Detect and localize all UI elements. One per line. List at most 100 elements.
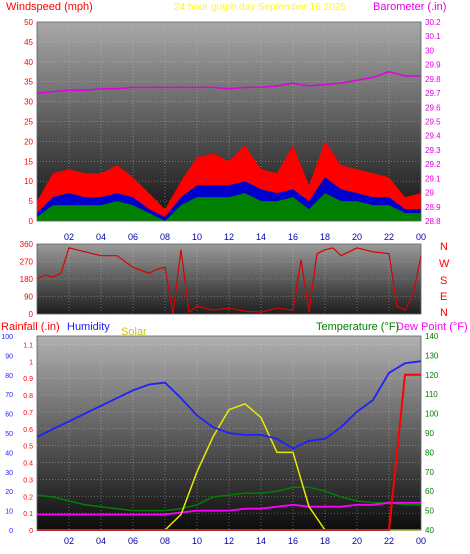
compass-label-west: W xyxy=(439,258,450,270)
barometer-y-tick-label: 29.3 xyxy=(425,146,441,155)
humidity-y-tick-label: 40 xyxy=(5,450,13,457)
dewpoint-axis-title: Dew Point (°F) xyxy=(396,321,468,333)
humidity-y-tick-label: 90 xyxy=(5,353,13,360)
wind-panel-border xyxy=(36,21,422,222)
barometer-line xyxy=(36,70,421,94)
rainfall-y-tick-label: 0 xyxy=(29,528,33,535)
wind-green-band-area xyxy=(37,193,421,221)
wind-y-tick-label: 0 xyxy=(29,217,34,226)
compass-label-north-bottom: N xyxy=(440,307,448,319)
wind-y-tick-label: 5 xyxy=(29,197,34,206)
wind-x-tick-label: 08 xyxy=(160,232,170,242)
barometer-y-tick-label: 29.8 xyxy=(425,75,441,84)
direction-y-tick-label: 360 xyxy=(20,240,34,249)
climate-x-tick-label: 18 xyxy=(320,536,330,546)
wind-y-tick-label: 10 xyxy=(24,177,33,186)
wind-x-tick-label: 10 xyxy=(192,232,202,242)
climate-x-tick-label: 10 xyxy=(192,536,202,546)
wind-x-tick-label: 18 xyxy=(320,232,330,242)
humidity-y-tick-label: 60 xyxy=(5,412,13,419)
wind-y-tick-label: 30 xyxy=(24,98,33,107)
temperature-axis-title: Temperature (°F) xyxy=(316,321,399,333)
wind-y-tick-label: 45 xyxy=(24,38,33,47)
barometer-y-tick-label: 30.2 xyxy=(425,18,441,27)
temperature-y-tick-label: 40 xyxy=(425,526,434,535)
rainfall-y-tick-label: 0.7 xyxy=(23,410,33,417)
climate-x-tick-label: 04 xyxy=(96,536,106,546)
climate-x-tick-label: 00 xyxy=(416,536,426,546)
barometer-y-tick-label: 29.6 xyxy=(425,103,441,112)
wind-x-tick-label: 22 xyxy=(384,232,394,242)
solar-legend: Solar xyxy=(121,326,147,338)
barometer-y-tick-label: 28.8 xyxy=(425,217,441,226)
barometer-y-tick-label: 29.5 xyxy=(425,118,441,127)
axes-layer: 0510152025303540455028.828.92929.129.229… xyxy=(1,18,441,546)
temperature-y-tick-label: 100 xyxy=(425,410,439,419)
barometer-y-tick-label: 29.4 xyxy=(425,132,441,141)
climate-x-tick-label: 12 xyxy=(224,536,234,546)
wind-y-tick-label: 15 xyxy=(24,157,33,166)
wind-y-tick-label: 25 xyxy=(24,118,33,127)
dewpoint-line xyxy=(37,501,421,516)
rainfall-y-tick-label: 0.6 xyxy=(23,427,33,434)
wind-y-tick-label: 50 xyxy=(24,18,33,27)
humidity-y-tick-label: 10 xyxy=(5,509,13,516)
wind-direction-line xyxy=(36,247,422,315)
compass-label-south: S xyxy=(440,275,447,287)
barometer-y-tick-label: 29.1 xyxy=(425,174,441,183)
dir-panel-border xyxy=(36,243,422,315)
rainfall-axis-title: Rainfall (.in) xyxy=(1,321,60,333)
clim-panel-border xyxy=(36,335,422,531)
wind-y-tick-label: 40 xyxy=(24,58,33,67)
humidity-axis-title: Humidity xyxy=(67,321,110,333)
wind-x-tick-label: 06 xyxy=(128,232,138,242)
temperature-y-tick-label: 140 xyxy=(425,332,439,341)
humidity-y-tick-label: 20 xyxy=(5,489,13,496)
climate-x-tick-label: 02 xyxy=(64,536,74,546)
temperature-y-tick-label: 70 xyxy=(425,468,434,477)
humidity-line xyxy=(36,360,422,450)
wind-x-tick-label: 12 xyxy=(224,232,234,242)
rainfall-y-tick-label: 0.9 xyxy=(23,376,33,383)
temperature-y-tick-label: 60 xyxy=(425,487,434,496)
humidity-y-tick-label: 30 xyxy=(5,470,13,477)
rainfall-y-tick-label: 1.1 xyxy=(23,342,33,349)
barometer-y-tick-label: 28.9 xyxy=(425,203,441,212)
humidity-y-tick-label: 100 xyxy=(1,334,13,341)
barometer-y-tick-label: 30.1 xyxy=(425,32,441,41)
climate-x-tick-label: 14 xyxy=(256,536,266,546)
temperature-y-tick-label: 90 xyxy=(425,429,434,438)
wind-x-tick-label: 16 xyxy=(288,232,298,242)
wind-y-tick-label: 35 xyxy=(24,78,33,87)
climate-x-tick-label: 16 xyxy=(288,536,298,546)
direction-y-tick-label: 0 xyxy=(29,310,34,319)
climate-x-tick-label: 08 xyxy=(160,536,170,546)
direction-y-tick-label: 270 xyxy=(20,258,34,267)
temperature-y-tick-label: 120 xyxy=(425,371,439,380)
temperature-y-tick-label: 110 xyxy=(425,390,438,399)
rainfall-y-tick-label: 1 xyxy=(29,359,33,366)
rainfall-y-tick-label: 0.4 xyxy=(23,461,33,468)
wind-x-tick-label: 00 xyxy=(416,232,426,242)
humidity-y-tick-label: 0 xyxy=(9,528,13,535)
barometer-y-tick-label: 29.2 xyxy=(425,160,441,169)
chart-title: 24 hour graph day September 16 2025 xyxy=(174,2,346,13)
barometer-y-tick-label: 29.9 xyxy=(425,61,441,70)
barometer-y-tick-label: 30 xyxy=(425,46,434,55)
wind-x-tick-label: 04 xyxy=(96,232,106,242)
rainfall-y-tick-label: 0.2 xyxy=(23,494,33,501)
climate-x-tick-label: 22 xyxy=(384,536,394,546)
series-layer xyxy=(36,70,422,531)
wind-x-tick-label: 02 xyxy=(64,232,74,242)
wind-x-tick-label: 14 xyxy=(256,232,266,242)
humidity-y-tick-label: 70 xyxy=(5,392,13,399)
barometer-axis-title: Barometer (.in) xyxy=(373,1,446,13)
temperature-line xyxy=(36,486,421,512)
climate-x-tick-label: 20 xyxy=(352,536,362,546)
direction-y-tick-label: 180 xyxy=(20,275,34,284)
direction-y-tick-label: 90 xyxy=(24,293,33,302)
compass-label-north-top: N xyxy=(440,241,448,253)
rainfall-y-tick-label: 0.3 xyxy=(23,477,33,484)
